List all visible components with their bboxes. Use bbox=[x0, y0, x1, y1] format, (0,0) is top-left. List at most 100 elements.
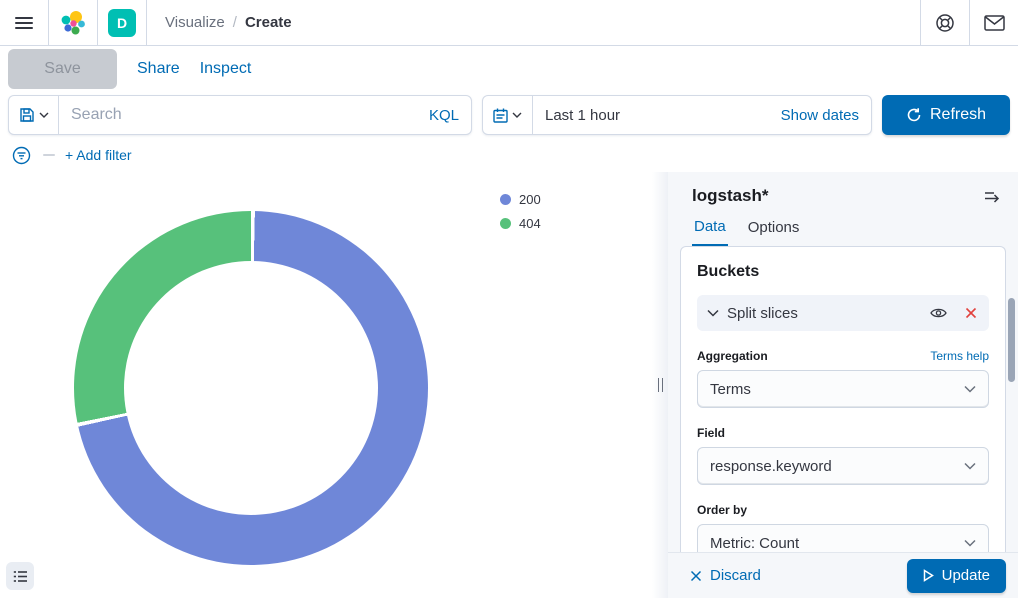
navbar-right bbox=[920, 0, 1018, 45]
chevron-down-icon bbox=[964, 385, 976, 393]
field-form-row: Field response.keyword bbox=[697, 426, 989, 485]
discard-label: Discard bbox=[710, 567, 761, 584]
share-button[interactable]: Share bbox=[137, 60, 180, 77]
order-by-label: Order by bbox=[697, 503, 748, 517]
play-icon bbox=[923, 569, 934, 582]
menu-icon[interactable] bbox=[0, 0, 48, 45]
refresh-button[interactable]: Refresh bbox=[882, 95, 1010, 135]
time-range-value[interactable]: Last 1 hour bbox=[533, 107, 769, 124]
list-icon bbox=[13, 570, 27, 582]
breadcrumb-separator: / bbox=[232, 14, 237, 31]
terms-help-link[interactable]: Terms help bbox=[930, 349, 989, 363]
order-by-form-row: Order by Metric: Count bbox=[697, 503, 989, 552]
life-ring-icon bbox=[936, 13, 954, 32]
nav-divider bbox=[920, 0, 921, 45]
aggregation-select[interactable]: Terms bbox=[697, 370, 989, 408]
tab-options[interactable]: Options bbox=[746, 218, 802, 246]
eye-icon bbox=[930, 308, 947, 318]
date-quick-select-button[interactable] bbox=[483, 96, 533, 134]
toggle-visibility-button[interactable] bbox=[928, 305, 949, 321]
calendar-icon bbox=[493, 108, 508, 123]
filter-options-button[interactable] bbox=[10, 144, 33, 167]
update-label: Update bbox=[941, 567, 990, 584]
chart-legend: 200 404 bbox=[500, 192, 541, 231]
main-content: 200 404 logstash* bbox=[0, 172, 1018, 598]
aggregation-value: Terms bbox=[710, 380, 751, 398]
legend-item-200[interactable]: 200 bbox=[500, 192, 541, 207]
nav-divider bbox=[97, 0, 98, 45]
order-by-value: Metric: Count bbox=[710, 534, 800, 552]
visualization-area: 200 404 bbox=[0, 172, 652, 598]
chevron-down-icon bbox=[512, 112, 522, 118]
donut-chart[interactable] bbox=[74, 211, 428, 565]
top-navbar: D Visualize / Create bbox=[0, 0, 1018, 46]
space-badge: D bbox=[108, 8, 136, 37]
remove-x-icon bbox=[965, 307, 977, 319]
search-input[interactable] bbox=[59, 106, 417, 124]
hamburger-icon bbox=[15, 14, 33, 32]
discard-button[interactable]: Discard bbox=[690, 567, 761, 584]
editor-footer: Discard Update bbox=[668, 552, 1018, 598]
help-icon[interactable] bbox=[921, 0, 969, 45]
legend-label: 200 bbox=[519, 192, 541, 207]
elastic-logo[interactable] bbox=[49, 0, 97, 45]
breadcrumb-visualize[interactable]: Visualize bbox=[165, 14, 225, 31]
field-value: response.keyword bbox=[710, 457, 832, 475]
refresh-icon bbox=[907, 108, 921, 122]
filter-circle-icon bbox=[12, 146, 31, 164]
update-button[interactable]: Update bbox=[906, 558, 1006, 593]
filter-bar: + Add filter bbox=[0, 138, 1018, 172]
vis-editor-panel: logstash* Data Options Buckets bbox=[668, 172, 1018, 598]
buckets-card: Buckets Split slices bbox=[680, 246, 1006, 552]
field-label: Field bbox=[697, 426, 726, 440]
panel-header: logstash* bbox=[668, 172, 1018, 206]
buckets-heading: Buckets bbox=[697, 263, 760, 280]
saved-query-icon bbox=[19, 108, 34, 122]
order-by-select[interactable]: Metric: Count bbox=[697, 524, 989, 552]
chevron-down-icon bbox=[707, 309, 719, 317]
nav-divider bbox=[969, 0, 970, 45]
panel-resizer[interactable] bbox=[652, 172, 668, 598]
envelope-icon bbox=[983, 14, 1005, 31]
save-button[interactable]: Save bbox=[8, 49, 117, 89]
editor-tabs: Data Options bbox=[668, 206, 1018, 246]
legend-item-404[interactable]: 404 bbox=[500, 216, 541, 231]
aggregation-form-row: Aggregation Terms help Terms bbox=[697, 349, 989, 408]
panel-scrollbar-thumb[interactable] bbox=[1008, 298, 1015, 382]
kql-button[interactable]: KQL bbox=[417, 107, 471, 124]
close-icon bbox=[690, 570, 702, 581]
inspect-button[interactable]: Inspect bbox=[199, 60, 252, 77]
split-slices-row[interactable]: Split slices bbox=[697, 295, 989, 331]
split-slices-label[interactable]: Split slices bbox=[727, 305, 920, 322]
index-pattern-title: logstash* bbox=[692, 186, 769, 205]
field-select[interactable]: response.keyword bbox=[697, 447, 989, 485]
saved-query-menu-button[interactable] bbox=[9, 96, 59, 134]
chevron-down-icon bbox=[964, 539, 976, 547]
menu-right-icon bbox=[985, 192, 1000, 203]
add-filter-button[interactable]: + Add filter bbox=[65, 147, 132, 163]
show-dates-button[interactable]: Show dates bbox=[769, 107, 871, 124]
date-picker-group: Last 1 hour Show dates bbox=[482, 95, 872, 135]
query-bar: KQL Last 1 hour Show dates Refresh bbox=[0, 92, 1018, 138]
chevron-down-icon bbox=[964, 462, 976, 470]
tab-data[interactable]: Data bbox=[692, 218, 728, 246]
legend-dot-404 bbox=[500, 218, 511, 229]
filter-divider bbox=[43, 154, 55, 156]
nav-divider bbox=[48, 0, 49, 45]
resizer-grip-icon bbox=[657, 378, 663, 392]
collapse-panel-button[interactable] bbox=[982, 187, 1002, 205]
chevron-down-icon bbox=[39, 112, 48, 118]
remove-bucket-button[interactable] bbox=[963, 305, 979, 321]
legend-dot-200 bbox=[500, 194, 511, 205]
split-row-actions bbox=[928, 305, 979, 321]
search-bar-group: KQL bbox=[8, 95, 472, 135]
elastic-logo-icon bbox=[61, 10, 85, 34]
breadcrumb: Visualize / Create bbox=[147, 0, 292, 45]
aggregation-label: Aggregation bbox=[697, 349, 768, 363]
legend-toggle-button[interactable] bbox=[6, 562, 34, 590]
newsfeed-icon[interactable] bbox=[970, 0, 1018, 45]
space-avatar[interactable]: D bbox=[98, 0, 146, 45]
nav-divider bbox=[146, 0, 147, 45]
breadcrumb-create: Create bbox=[244, 14, 292, 31]
